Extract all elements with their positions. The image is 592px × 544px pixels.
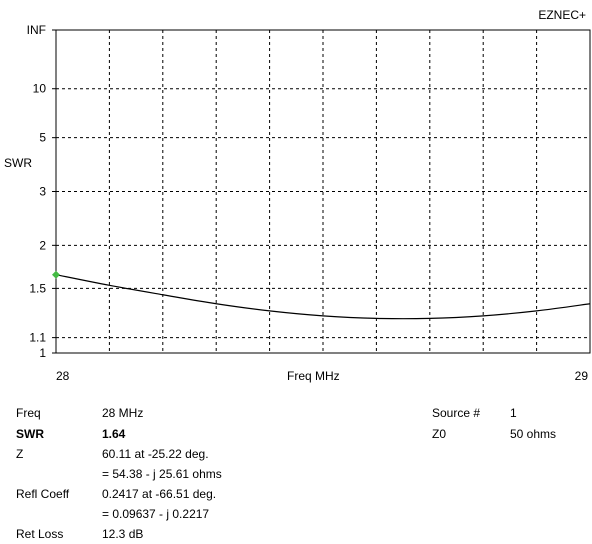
ret-loss-label: Ret Loss xyxy=(16,527,64,541)
freq-value: 28 MHz xyxy=(102,406,144,420)
refl-coeff-label: Refl Coeff xyxy=(16,487,70,501)
x-tick-label: 28 xyxy=(56,369,70,383)
refl-coeff-value-polar: 0.2417 at -66.51 deg. xyxy=(102,487,217,501)
y-tick-label: 5 xyxy=(39,131,46,145)
z-label: Z xyxy=(16,447,24,461)
ret-loss-value: 12.3 dB xyxy=(102,527,144,541)
x-tick-label: 29 xyxy=(575,369,589,383)
y-tick-label: INF xyxy=(27,23,46,37)
swr-label: SWR xyxy=(16,427,44,441)
z-value-polar: 60.11 at -25.22 deg. xyxy=(102,447,209,461)
y-tick-label: 1.5 xyxy=(29,281,46,295)
freq-label: Freq xyxy=(16,406,41,420)
y-tick-label: 2 xyxy=(39,238,46,252)
swr-line xyxy=(55,274,591,320)
y-tick-label: 10 xyxy=(33,82,47,96)
z0-label: Z0 xyxy=(432,427,447,441)
z-value-rect: = 54.38 - j 25.61 ohms xyxy=(102,467,222,481)
source-value: 1 xyxy=(510,406,517,420)
chart-grid xyxy=(56,30,590,353)
y-axis-label: SWR xyxy=(4,156,32,170)
y-tick-label: 3 xyxy=(39,185,46,199)
y-tick-label: 1 xyxy=(39,346,46,360)
refl-coeff-value-rect: = 0.09637 - j 0.2217 xyxy=(102,507,210,521)
axis-ticks: INF 10 5 3 2 1.5 1.11 28 29 xyxy=(27,23,589,383)
frequency-marker xyxy=(52,270,60,279)
source-label: Source # xyxy=(432,406,481,420)
x-axis-label: Freq MHz xyxy=(287,369,340,383)
swr-curve xyxy=(52,270,591,320)
swr-value: 1.64 xyxy=(102,427,126,441)
y-tick-label: 1.1 xyxy=(29,331,46,345)
eznec-brand-label: EZNEC+ xyxy=(538,8,586,22)
z0-value: 50 ohms xyxy=(510,427,557,441)
